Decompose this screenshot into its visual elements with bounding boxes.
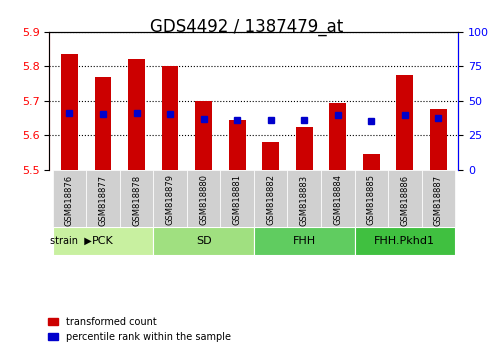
Text: GSM818878: GSM818878 [132, 175, 141, 225]
FancyBboxPatch shape [287, 170, 321, 227]
Bar [128, 59, 145, 170]
Bar [363, 154, 380, 170]
Bar [396, 75, 413, 170]
Text: GSM818877: GSM818877 [99, 175, 107, 225]
FancyBboxPatch shape [388, 170, 422, 227]
FancyBboxPatch shape [422, 170, 455, 227]
FancyBboxPatch shape [254, 170, 287, 227]
FancyBboxPatch shape [120, 170, 153, 227]
Text: GSM818883: GSM818883 [300, 175, 309, 225]
Bar [262, 142, 279, 170]
Text: FHH: FHH [293, 236, 316, 246]
Bar [162, 66, 178, 170]
FancyBboxPatch shape [321, 170, 354, 227]
Bar [430, 109, 447, 170]
Bar [195, 101, 212, 170]
Text: GSM818886: GSM818886 [400, 175, 409, 225]
Bar [229, 120, 246, 170]
Bar [95, 77, 111, 170]
FancyBboxPatch shape [354, 170, 388, 227]
FancyBboxPatch shape [53, 170, 86, 227]
FancyBboxPatch shape [53, 227, 153, 255]
Text: GSM818881: GSM818881 [233, 175, 242, 225]
Text: FHH.Pkhd1: FHH.Pkhd1 [374, 236, 435, 246]
Text: GSM818885: GSM818885 [367, 175, 376, 225]
Bar [329, 103, 346, 170]
Text: GSM818882: GSM818882 [266, 175, 275, 225]
FancyBboxPatch shape [187, 170, 220, 227]
Text: strain  ▶: strain ▶ [50, 236, 92, 246]
Text: PCK: PCK [92, 236, 114, 246]
FancyBboxPatch shape [153, 227, 254, 255]
Text: GDS4492 / 1387479_at: GDS4492 / 1387479_at [150, 18, 343, 36]
FancyBboxPatch shape [153, 170, 187, 227]
FancyBboxPatch shape [354, 227, 455, 255]
Bar [61, 54, 78, 170]
Legend: transformed count, percentile rank within the sample: transformed count, percentile rank withi… [44, 313, 235, 346]
Text: GSM818884: GSM818884 [333, 175, 342, 225]
FancyBboxPatch shape [86, 170, 120, 227]
Text: GSM818879: GSM818879 [166, 175, 175, 225]
FancyBboxPatch shape [254, 227, 354, 255]
Bar [296, 127, 313, 170]
Text: GSM818876: GSM818876 [65, 175, 74, 225]
Text: SD: SD [196, 236, 211, 246]
Text: GSM818887: GSM818887 [434, 175, 443, 225]
FancyBboxPatch shape [220, 170, 254, 227]
Text: GSM818880: GSM818880 [199, 175, 208, 225]
